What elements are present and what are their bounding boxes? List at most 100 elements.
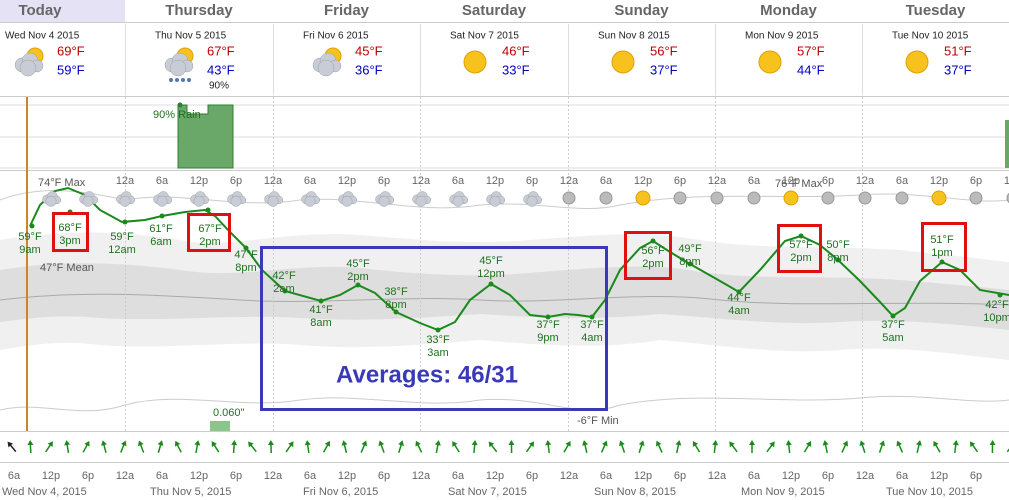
hour-label: 6a	[156, 470, 169, 482]
hour-label: 6p	[822, 175, 834, 187]
wind-head	[785, 440, 792, 446]
date-label: Tue Nov 10, 2015	[886, 486, 973, 498]
wind-arrow	[785, 440, 792, 454]
temp-value: 50°F	[826, 239, 850, 251]
temp-time: 2pm	[790, 252, 811, 264]
cloud-part	[304, 195, 316, 207]
max-annotation: 76°F Max	[775, 178, 823, 190]
hour-label: 6a	[156, 175, 169, 187]
temp-time: 9pm	[537, 332, 558, 344]
low-temp: 37°F	[944, 62, 972, 77]
wind-head	[565, 440, 571, 447]
date-label: Thu Nov 5, 2015	[150, 486, 231, 498]
wind-arrow	[822, 440, 829, 454]
hour-label: 12a	[560, 175, 579, 187]
wind-arrow	[582, 440, 588, 454]
temp-time: 8pm	[235, 262, 256, 274]
hour-label: 6a	[452, 470, 465, 482]
wind-arrow	[729, 441, 738, 453]
wind-head	[47, 441, 53, 448]
wind-arrow	[157, 440, 164, 453]
hour-label: 6p	[970, 175, 982, 187]
hour-label: 6a	[748, 470, 761, 482]
low-temp: 44°F	[797, 62, 825, 77]
wind-head	[324, 440, 331, 447]
wind-head	[452, 441, 458, 447]
wind-arrow	[969, 441, 979, 453]
temp-value: 38°F	[384, 286, 408, 298]
hour-label: 6p	[378, 175, 390, 187]
rain-drop	[187, 78, 191, 82]
temp-value: 45°F	[346, 258, 370, 270]
cloud-icon	[338, 191, 358, 207]
temp-time: 8am	[310, 317, 331, 329]
temp-value: 37°F	[881, 319, 905, 331]
cloud-icon	[79, 191, 98, 207]
cloud-icon	[412, 191, 432, 207]
wind-arrow	[508, 440, 515, 454]
cloud-icon	[42, 191, 61, 207]
day-name: Sunday	[614, 2, 669, 19]
wind-arrow	[803, 440, 812, 453]
wind-head	[675, 440, 682, 446]
temp-point	[798, 233, 804, 239]
high-temp: 51°F	[944, 43, 972, 58]
hour-label: 6p	[82, 470, 94, 482]
wind-head	[933, 440, 939, 447]
wind-arrow	[655, 440, 663, 453]
wind-head	[712, 440, 719, 446]
wind-arrow	[896, 440, 904, 453]
cloud-part	[156, 195, 168, 207]
cloud-part	[378, 195, 390, 207]
max-annotation: 74°F Max	[38, 177, 86, 189]
cloud-part	[415, 195, 427, 207]
temp-point	[939, 259, 945, 265]
wind-arrow	[64, 440, 71, 454]
temp-time: 4am	[728, 305, 749, 317]
rain-drop	[169, 78, 173, 82]
wind-arrow	[933, 440, 941, 453]
hour-label: 12a	[264, 175, 283, 187]
wind-arrow	[452, 441, 460, 453]
moon-icon	[747, 191, 761, 205]
temp-time: 2pm	[347, 271, 368, 283]
wind-head	[7, 441, 14, 448]
moon-icon	[599, 191, 613, 205]
wind-head	[27, 440, 34, 446]
sun-icon	[931, 190, 947, 206]
wind-arrow	[378, 440, 385, 453]
wind-arrow	[712, 440, 719, 454]
wind-shaft	[1006, 442, 1009, 453]
low-temp: 36°F	[355, 62, 383, 77]
hour-label: 6p	[822, 470, 834, 482]
date-label: Mon Nov 9, 2015	[741, 486, 825, 498]
moon-icon	[562, 191, 576, 205]
cloud-part	[526, 195, 538, 207]
wind-head	[194, 440, 201, 446]
low-temp: 33°F	[502, 62, 530, 77]
low-temp: 59°F	[57, 62, 85, 77]
rain-bar	[1005, 120, 1009, 168]
hour-label: 12a	[412, 175, 431, 187]
cloud-part	[45, 195, 57, 207]
hour-label: 12a	[708, 175, 727, 187]
moon-icon	[969, 191, 983, 205]
temp-value: 47°F	[234, 249, 258, 261]
hour-label: 12p	[338, 470, 356, 482]
sun-icon	[905, 50, 929, 74]
hour-label: 12a	[560, 470, 579, 482]
temp-time: 8pm	[827, 252, 848, 264]
hour-label: 12p	[190, 175, 208, 187]
wind-arrow	[120, 440, 127, 453]
wind-head	[415, 440, 421, 447]
wind-arrow	[322, 440, 331, 453]
temp-range-inner	[0, 263, 1009, 330]
moon-icon	[821, 191, 835, 205]
rain-drop	[175, 78, 179, 82]
temp-point	[545, 314, 551, 320]
sun-icon	[635, 190, 651, 206]
hour-label: 12a	[856, 175, 875, 187]
wind-head	[916, 440, 922, 446]
card-date: Mon Nov 9 2015	[745, 31, 819, 42]
